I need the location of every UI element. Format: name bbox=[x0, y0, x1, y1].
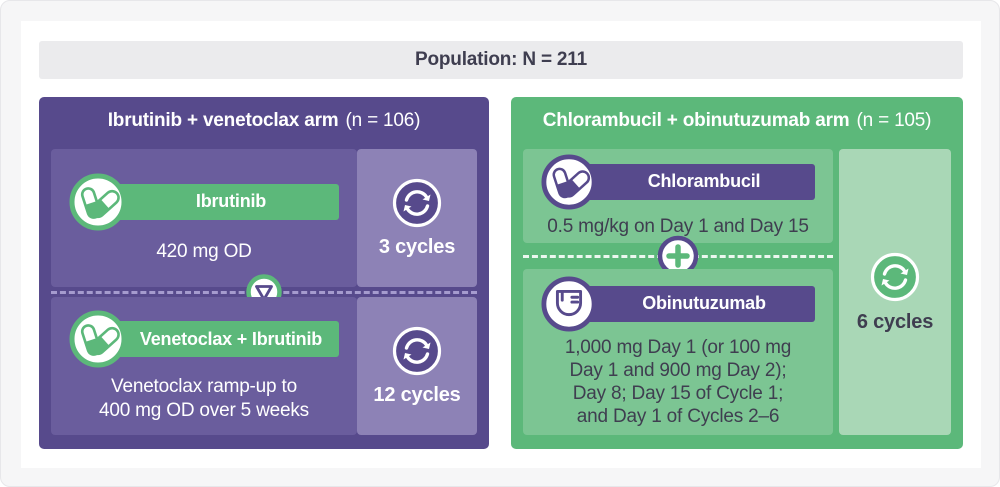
dose-line: Day 1 and 900 mg Day 2); bbox=[569, 359, 787, 381]
dose-text-obinutuzumab: 1,000 mg Day 1 (or 100 mg Day 1 and 900 … bbox=[565, 336, 791, 429]
drug-name: Venetoclax + Ibrutinib bbox=[139, 328, 323, 349]
dose-line: 1,000 mg Day 1 (or 100 mg bbox=[564, 336, 792, 358]
drug-banner-chlorambucil: Chlorambucil bbox=[555, 163, 815, 200]
dose-line: 420 mg OD bbox=[156, 240, 252, 262]
cycles-box-12: 12 cycles bbox=[357, 297, 477, 435]
arm-title-right-name: Chlorambucil + obinutuzumab arm bbox=[542, 110, 850, 131]
pill-icon bbox=[69, 310, 127, 368]
iv-bag-icon bbox=[541, 276, 597, 332]
cycles-box-6: 6 cycles bbox=[839, 149, 951, 435]
treatment-box-obinutuzumab: Obinutuzumab 1,000 mg Day 1 (or 100 mg D… bbox=[523, 269, 833, 435]
treatment-box-chlorambucil: Chlorambucil 0.5 mg/kg on Day 1 and Day … bbox=[523, 149, 833, 243]
drug-name: Chlorambucil bbox=[647, 171, 761, 192]
dose-line: Day 8; Day 15 of Cycle 1; bbox=[572, 383, 784, 404]
arm-title-left-n: (n = 106) bbox=[345, 110, 421, 131]
drug-row-obinutuzumab: Obinutuzumab bbox=[541, 276, 815, 332]
dose-line: and Day 1 of Cycles 2–6 bbox=[576, 406, 780, 428]
cycles-label: 12 cycles bbox=[373, 384, 461, 406]
dose-line: 0.5 mg/kg on Day 1 and Day 15 bbox=[547, 215, 809, 237]
arm-title-left: Ibrutinib + venetoclax arm (n = 106) bbox=[39, 110, 489, 132]
pill-icon bbox=[541, 154, 597, 210]
dose-line: Venetoclax ramp-up to bbox=[111, 376, 297, 398]
drug-banner-obinutuzumab: Obinutuzumab bbox=[555, 285, 815, 322]
cycle-arrows-icon bbox=[391, 177, 443, 229]
drug-banner-venetoclax-ibrutinib: Venetoclax + Ibrutinib bbox=[85, 321, 339, 358]
dose-text-ibrutinib: 420 mg OD bbox=[156, 240, 252, 263]
dose-text-venetoclax: Venetoclax ramp-up to 400 mg OD over 5 w… bbox=[99, 375, 309, 421]
cycle-arrows-icon bbox=[869, 251, 921, 303]
cycles-label: 3 cycles bbox=[378, 236, 456, 258]
card: Population: N = 211 Ibrutinib + venetocl… bbox=[21, 21, 981, 468]
arm-panel-chlorambucil-obinutuzumab: Chlorambucil + obinutuzumab arm (n = 105) bbox=[511, 97, 963, 449]
arm-title-right-n: (n = 105) bbox=[856, 110, 932, 131]
dose-text-chlorambucil: 0.5 mg/kg on Day 1 and Day 15 bbox=[547, 215, 809, 238]
treatment-box-ibrutinib: Ibrutinib 420 mg OD bbox=[51, 149, 357, 287]
arm-panel-ibrutinib-venetoclax: Ibrutinib + venetoclax arm (n = 106) bbox=[39, 97, 489, 449]
treatment-box-venetoclax-ibrutinib: Venetoclax + Ibrutinib Venetoclax ramp-u… bbox=[51, 297, 357, 435]
dose-line: 400 mg OD over 5 weeks bbox=[99, 399, 309, 421]
drug-row-chlorambucil: Chlorambucil bbox=[541, 154, 815, 210]
cycles-label: 6 cycles bbox=[856, 310, 934, 333]
drug-row-ibrutinib: Ibrutinib bbox=[69, 173, 339, 231]
pill-icon bbox=[69, 173, 127, 231]
arm-title-right: Chlorambucil + obinutuzumab arm (n = 105) bbox=[511, 110, 963, 132]
drug-name: Ibrutinib bbox=[195, 191, 267, 212]
arm-title-left-name: Ibrutinib + venetoclax arm bbox=[107, 110, 339, 131]
drug-name: Obinutuzumab bbox=[642, 293, 766, 314]
population-text: Population: N = 211 bbox=[415, 49, 587, 70]
cycle-arrows-icon bbox=[391, 325, 443, 377]
population-banner: Population: N = 211 bbox=[39, 41, 963, 79]
drug-banner-ibrutinib: Ibrutinib bbox=[85, 183, 339, 220]
cycles-box-3: 3 cycles bbox=[357, 149, 477, 287]
drug-row-venetoclax-ibrutinib: Venetoclax + Ibrutinib bbox=[69, 310, 339, 368]
